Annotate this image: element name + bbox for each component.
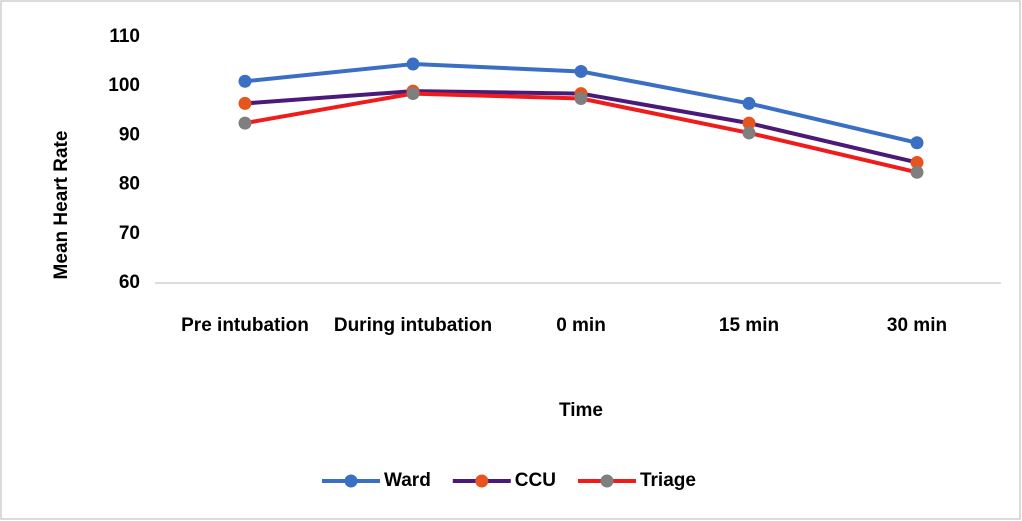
marker (742, 96, 756, 110)
y-tick-label: 90 (119, 124, 140, 145)
marker (910, 155, 924, 169)
y-axis-title: Mean Heart Rate (51, 131, 72, 280)
legend-label: Triage (640, 470, 696, 491)
legend-label: Ward (384, 470, 431, 491)
x-tick-label: Pre intubation (181, 315, 309, 336)
marker (238, 96, 252, 110)
legend-marker (600, 474, 614, 488)
x-tick-label: 0 min (556, 315, 606, 336)
legend-marker (344, 474, 358, 488)
y-tick-label: 80 (119, 174, 140, 195)
marker (574, 92, 588, 105)
marker (406, 87, 420, 101)
legend-label: CCU (515, 470, 556, 491)
x-axis-title: Time (559, 400, 603, 421)
legend-marker (475, 474, 489, 488)
marker (238, 74, 252, 88)
x-tick-label: 15 min (718, 315, 780, 336)
x-tick-label: 30 min (886, 315, 948, 336)
y-tick-label: 70 (119, 223, 140, 244)
marker (742, 126, 756, 140)
marker (910, 136, 924, 150)
marker (406, 57, 420, 71)
y-tick-label: 100 (108, 75, 140, 96)
marker (742, 116, 756, 130)
marker (910, 165, 924, 179)
x-tick-label: During intubation (333, 315, 493, 336)
marker (238, 116, 252, 130)
y-tick-label: 60 (119, 272, 140, 293)
y-tick-label: 110 (109, 26, 140, 47)
marker (574, 64, 588, 78)
